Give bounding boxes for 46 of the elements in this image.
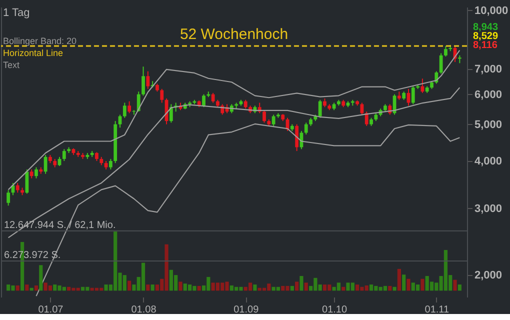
- annotation: Text: [3, 60, 20, 70]
- ref-line-label: 52 Wochenhoch: [180, 26, 288, 43]
- y-tick-label: 5,000: [474, 118, 502, 131]
- y-tick-label: 4,000: [474, 156, 502, 168]
- x-tick-label: 01.08: [131, 304, 157, 316]
- candlestick: [34, 166, 38, 179]
- text: 8,116: [473, 40, 498, 51]
- candlestick: [62, 148, 66, 162]
- candlestick: [318, 99, 322, 118]
- text: 8,943: [473, 22, 498, 33]
- candlestick: [420, 78, 424, 94]
- candlestick: [128, 100, 132, 114]
- annotation: Bollinger Band: 20: [3, 36, 77, 46]
- candlestick: [6, 190, 10, 206]
- annotation: Horizontal Line: [3, 48, 64, 58]
- candlestick: [304, 122, 308, 135]
- candlestick: [44, 154, 48, 174]
- candlestick: [202, 94, 206, 108]
- candlestick: [444, 45, 448, 57]
- candlestick: [439, 52, 443, 74]
- text: 8,529: [473, 31, 498, 42]
- candlestick: [272, 114, 276, 126]
- x-tick-label: 01.07: [38, 304, 64, 316]
- annotation: 1 Tag: [3, 7, 30, 19]
- candlestick: [25, 168, 29, 194]
- x-tick-label: 01.11: [424, 304, 450, 316]
- x-tick-label: 01.09: [234, 304, 260, 316]
- candlestick: [142, 66, 145, 96]
- candlestick: [364, 111, 368, 126]
- y-tick-label: 2,000: [474, 270, 502, 282]
- candlestick: [295, 124, 299, 152]
- candlestick: [16, 182, 20, 194]
- candlestick: [211, 92, 215, 104]
- x-tick-label: 01.10: [322, 304, 348, 316]
- y-tick-label: 7,000: [474, 63, 502, 76]
- candlestick: [160, 88, 164, 104]
- candlestick: [146, 70, 150, 90]
- y-tick-label: 6,000: [474, 88, 502, 101]
- y-tick-label: 3,000: [474, 202, 502, 215]
- candlestick: [411, 86, 415, 105]
- y-tick-label: 10,000: [474, 4, 508, 17]
- candlestick: [108, 158, 112, 170]
- candlestick: [262, 110, 266, 124]
- candlestick: [122, 102, 126, 118]
- candlestick: [136, 91, 140, 112]
- candlestick: [169, 104, 173, 124]
